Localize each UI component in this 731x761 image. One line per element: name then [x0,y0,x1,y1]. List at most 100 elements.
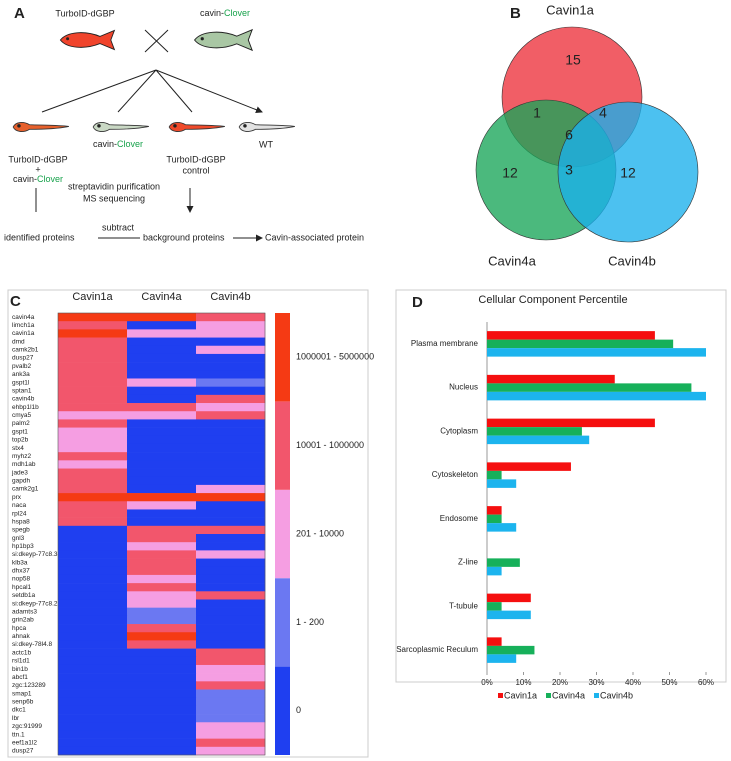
heat-cell [196,558,266,568]
operation-label: subtract [102,222,135,232]
row-label: gspt1 [12,428,28,435]
row-label: si:dkeyp-77c8.2 [12,600,58,607]
x-tick-label: 30% [588,678,604,687]
heat-cell [196,419,266,428]
row-label: si:dkey-78l4.8 [12,641,52,648]
heat-cell [196,476,266,486]
bar [487,427,582,436]
panel-letter: A [14,5,25,22]
arrows [41,69,262,112]
heat-cell [127,435,197,445]
heat-cell [58,599,128,608]
larva-icon [12,122,70,132]
heat-cell [127,697,197,707]
heat-cell [196,542,266,551]
heat-cell [127,362,197,371]
row-label: camk2g1 [12,486,39,493]
heat-cell [196,353,266,363]
arrows [35,188,190,212]
offspring-label: cavin-Clover [93,139,143,149]
heat-cell [127,525,197,535]
heat-cell [58,403,128,412]
heatmap: Cavin1a Cavin4a Cavin4bcavin4alimch1acavin… [11,291,374,756]
larva-icon [168,122,226,132]
bar [487,479,517,488]
heat-cell [127,583,197,592]
fish-icon [59,29,115,51]
heat-cell [127,484,197,494]
heat-cell [196,673,266,682]
heat-cell [58,370,128,379]
legend-swatch [275,313,290,402]
row-label: dkc1 [12,707,26,714]
row-label: dusp27 [12,355,34,362]
heat-cell [58,321,128,330]
row-label: ttn.1 [12,731,25,738]
fish-icon [194,29,253,51]
heat-cell [127,493,197,502]
heat-cell [196,443,266,453]
heat-cell [127,558,197,568]
heat-cell [127,574,197,584]
heat-cell [127,345,197,355]
heat-cell [58,427,128,437]
row-label: ahnak [12,633,30,640]
row-label: rpl24 [12,510,27,517]
heat-cell [127,419,197,428]
row-label: cavin1a [12,330,35,337]
bar-chart: Cellular Component Percentile 0% 10% 20% 30%… [396,294,714,700]
bar [487,558,520,567]
heat-cell [127,656,197,666]
heat-cell [127,615,197,625]
category-label: Z-line [458,558,479,567]
bar [487,566,502,576]
heat-cell [58,542,128,551]
row-label: cavin4a [12,314,35,321]
category-label: Nucleus [449,383,478,392]
heat-cell [196,640,266,649]
row-label: stx4 [12,445,24,452]
row-label: adamts3 [12,608,37,615]
row-label: sptan1 [12,387,32,394]
legend-swatch [498,693,503,698]
heat-cell [127,501,197,510]
heat-cell [127,452,197,461]
heat-cell [127,599,197,608]
bar [487,418,655,428]
heat-cell [196,664,266,674]
heat-cell [196,722,266,731]
step-label: streptavidin purification [68,181,160,191]
heat-cell [58,656,128,666]
heat-cell [127,534,197,543]
heat-cell [58,583,128,592]
heat-cell [196,484,266,494]
heat-cell [127,738,197,748]
row-label: myhz2 [12,453,32,460]
x-tick-label: 40% [625,678,641,687]
venn-set-label: Cavin4a [488,253,536,268]
row-label: palm2 [12,420,30,427]
heat-cell [196,648,266,658]
legend-swatch [275,401,290,490]
heat-cell [196,378,266,387]
category-label: Sarcoplasmic Reculum [396,645,478,654]
heat-cell [58,525,128,535]
row-label: limch1a [12,322,35,329]
offspring-label: control [182,165,209,175]
heat-cell [127,386,197,396]
bar [487,462,571,471]
x-tick-label: 50% [661,678,677,687]
row-label: senp6b [12,699,34,706]
row-label: actc1b [12,649,32,656]
row-label: gapdh [12,478,30,485]
cross [144,29,169,53]
heat-cell [58,714,128,723]
heat-cell [58,566,128,576]
row-label: prx [12,494,22,501]
heat-cell [58,345,128,355]
heat-cell [127,443,197,453]
category-label: Endosome [440,514,479,523]
bar [487,637,502,646]
legend-label: Cavin4a [552,690,585,700]
